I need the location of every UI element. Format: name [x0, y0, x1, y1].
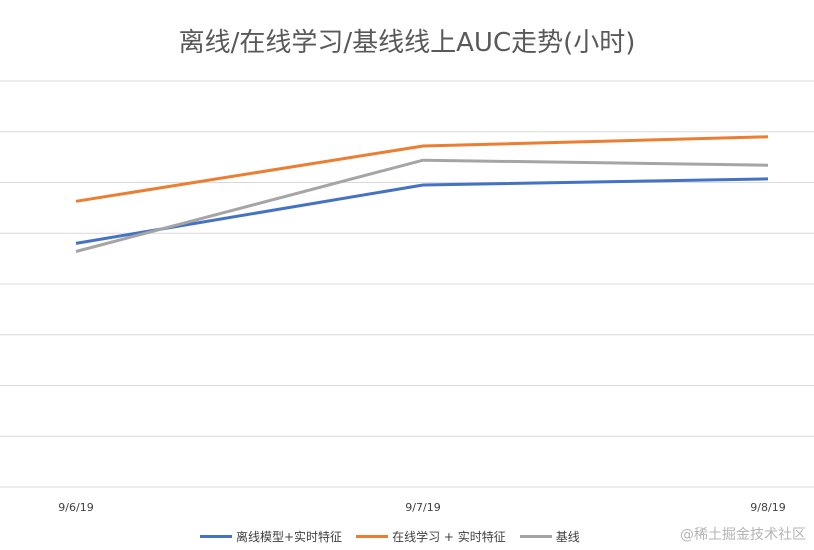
- plot-area: 9/6/19 9/7/19 9/8/19: [0, 80, 814, 514]
- series-line-0: [75, 177, 769, 245]
- legend-label: 基线: [555, 529, 580, 544]
- legend: 离线模型+实时特征 在线学习 + 实时特征 基线: [200, 526, 640, 546]
- x-tick-label: 9/7/19: [405, 501, 440, 514]
- legend-swatch: [356, 534, 389, 538]
- legend-item-1: 在线学习 + 实时特征: [356, 528, 506, 545]
- legend-swatch: [200, 534, 232, 538]
- x-tick-label: 9/6/19: [58, 501, 93, 514]
- x-tick-label: 9/8/19: [750, 501, 785, 514]
- legend-swatch: [519, 534, 552, 538]
- legend-label: 离线模型+实时特征: [236, 529, 343, 544]
- legend-item-2: 基线: [519, 528, 580, 545]
- series-line-2: [75, 158, 769, 253]
- watermark: @稀土掘金技术社区: [680, 527, 806, 543]
- chart-title: 离线/在线学习/基线线上AUC走势(小时): [178, 28, 636, 58]
- legend-label: 在线学习 + 实时特征: [392, 529, 506, 544]
- series-line-1: [75, 135, 769, 203]
- legend-item-0: 离线模型+实时特征: [200, 528, 342, 545]
